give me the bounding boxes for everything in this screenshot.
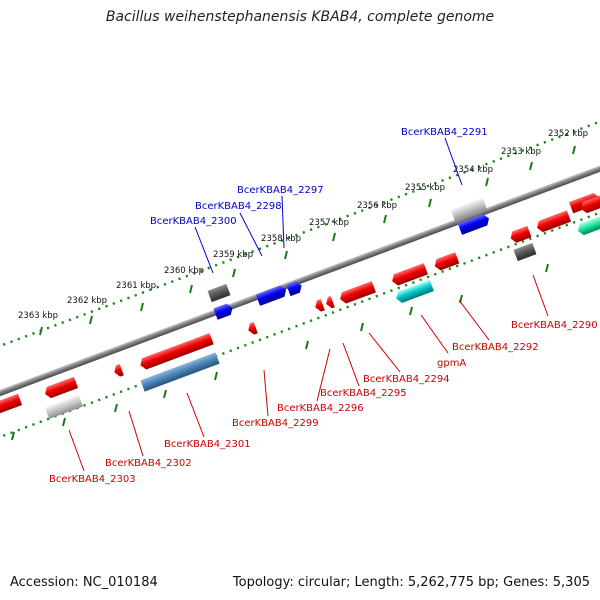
gene-label-2303[interactable]: BcerKBAB4_2303: [49, 474, 136, 485]
kbp-label: 2360 kbp: [164, 266, 204, 276]
gene-label-2297[interactable]: BcerKBAB4_2297: [237, 185, 324, 196]
gene-arrow[interactable]: [433, 252, 460, 272]
gene-label-2299[interactable]: BcerKBAB4_2299: [232, 418, 319, 429]
kbp-tick: [485, 177, 489, 187]
kbp-label: 2358 kbp: [261, 234, 301, 244]
kbp-tick: [572, 145, 576, 155]
gene-arrow[interactable]: [0, 393, 23, 416]
kbp-tick: [332, 232, 336, 242]
gene-arrow[interactable]: [535, 210, 572, 233]
gene-arrow[interactable]: [138, 333, 214, 371]
kbp-tick: [140, 302, 144, 312]
gene-label-2298[interactable]: BcerKBAB4_2298: [195, 201, 282, 212]
gene-arrow[interactable]: [450, 198, 487, 222]
gene-label-gpmA[interactable]: gpmA: [437, 358, 466, 369]
kbp-labels: 2352 kbp 2353 kbp 2354 kbp 2355 kbp 2356…: [18, 129, 588, 321]
gene-label-2290[interactable]: BcerKBAB4_2290: [511, 320, 598, 331]
kbp-label: 2357 kbp: [309, 218, 349, 228]
gene-label-2295[interactable]: BcerKBAB4_2295: [320, 388, 407, 399]
scale-track: [0, 99, 600, 355]
gene-arrow[interactable]: [213, 302, 234, 320]
kbp-label: 2352 kbp: [548, 129, 588, 139]
reverse-gene-labels: [68, 274, 549, 472]
gene-label-2300[interactable]: BcerKBAB4_2300: [150, 216, 237, 227]
gene-arrow[interactable]: [246, 321, 258, 336]
gene-arrow[interactable]: [313, 298, 325, 313]
kbp-tick: [428, 198, 432, 208]
kbp-tick: [89, 315, 93, 325]
accession-text: Accession: NC_010184: [10, 575, 158, 590]
gene-label-2292[interactable]: BcerKBAB4_2292: [452, 342, 539, 353]
gene-arrow[interactable]: [255, 284, 288, 306]
gene-arrow[interactable]: [579, 190, 600, 214]
gene-arrow[interactable]: [457, 213, 491, 235]
kbp-label: 2354 kbp: [453, 165, 493, 175]
gene-arrow[interactable]: [207, 283, 231, 303]
reverse-gene-label-texts: BcerKBAB4_2290 BcerKBAB4_2292 gpmA BcerK…: [49, 320, 598, 485]
kbp-label: 2355 kbp: [405, 183, 445, 193]
gene-arrow[interactable]: [45, 395, 83, 419]
gene-arrow[interactable]: [140, 352, 220, 392]
kbp-tick: [284, 250, 288, 260]
gene-arrow[interactable]: [112, 363, 124, 378]
kbp-label: 2356 kbp: [357, 201, 397, 211]
gene-arrow[interactable]: [576, 213, 600, 236]
genome-backbone: [0, 152, 600, 403]
kbp-label: 2362 kbp: [67, 296, 107, 306]
gene-arrow[interactable]: [286, 280, 303, 297]
gene-arrow[interactable]: [394, 279, 434, 305]
kbp-tick: [39, 326, 43, 336]
map-title: Bacillus weihenstephanensis KBAB4, compl…: [105, 9, 495, 25]
gene-arrow[interactable]: [324, 295, 335, 310]
gene-label-2291[interactable]: BcerKBAB4_2291: [401, 127, 488, 138]
gene-label-2301[interactable]: BcerKBAB4_2301: [164, 439, 251, 450]
kbp-label: 2353 kbp: [501, 147, 541, 157]
gene-arrow[interactable]: [513, 242, 537, 262]
kbp-major-ticks: [39, 145, 576, 336]
kbp-label: 2361 kbp: [116, 281, 156, 291]
gene-label-2302[interactable]: BcerKBAB4_2302: [105, 458, 192, 469]
kbp-label: 2363 kbp: [18, 311, 58, 321]
kbp-tick: [529, 161, 533, 171]
kbp-tick: [232, 268, 236, 278]
gene-arrow[interactable]: [390, 263, 428, 287]
kbp-tick: [189, 284, 193, 294]
topology-text: Topology: circular; Length: 5,262,775 bp…: [232, 575, 590, 590]
gene-arrow[interactable]: [338, 281, 376, 305]
lower-track: [0, 190, 600, 446]
gene-arrow[interactable]: [43, 376, 79, 400]
gene-label-2294[interactable]: BcerKBAB4_2294: [363, 374, 450, 385]
kbp-label: 2359 kbp: [213, 250, 253, 260]
gene-label-2296[interactable]: BcerKBAB4_2296: [277, 403, 364, 414]
lower-track-ticks: [11, 263, 549, 441]
kbp-tick: [383, 214, 387, 224]
reverse-strand-features: [0, 190, 600, 419]
forward-gene-labels: BcerKBAB4_2291 BcerKBAB4_2297 BcerKBAB4_…: [150, 127, 488, 274]
gene-arrow[interactable]: [509, 225, 532, 244]
